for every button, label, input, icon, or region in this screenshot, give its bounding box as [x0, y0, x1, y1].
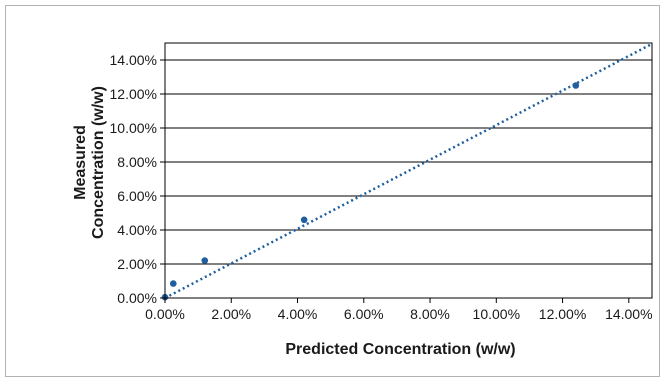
x-tick-label: 14.00%	[605, 306, 652, 322]
x-tick-label: 10.00%	[473, 306, 520, 322]
y-tick-label: 6.00%	[117, 188, 157, 204]
x-tick-label: 4.00%	[278, 306, 318, 322]
x-tick-label: 2.00%	[211, 306, 251, 322]
x-axis-title: Predicted Concentration (w/w)	[285, 341, 515, 358]
data-point-4	[572, 82, 580, 89]
scatter-chart: 0.00% 2.00% 4.00% 6.00% 8.00% 10.00% 12.00% 14.…	[72, 42, 653, 358]
data-point-3	[300, 216, 308, 224]
y-tick-label: 14.00%	[110, 52, 157, 68]
x-tick-label: 8.00%	[410, 306, 450, 322]
y-tick-label: 12.00%	[110, 86, 157, 102]
chart-frame: 0.00% 2.00% 4.00% 6.00% 8.00% 10.00% 12.00% 14.…	[5, 5, 660, 377]
trendline-group	[164, 42, 653, 300]
y-tick-label: 10.00%	[110, 120, 157, 136]
y-axis-title-line-1: Measured	[72, 125, 89, 200]
trendline	[164, 42, 653, 300]
y-tick-label: 0.00%	[117, 290, 157, 306]
y-tick-label: 8.00%	[117, 154, 157, 170]
x-tick-label: 0.00%	[145, 306, 185, 322]
gridlines	[165, 59, 652, 265]
x-tick-label: 12.00%	[539, 306, 586, 322]
y-axis-title-line-2: Concentration (w/w)	[90, 86, 107, 239]
data-point-2	[201, 257, 209, 264]
y-tick-label: 2.00%	[117, 256, 157, 272]
x-tick-label: 6.00%	[344, 306, 384, 322]
x-tick-labels: 0.00% 2.00% 4.00% 6.00% 8.00% 10.00% 12.00% 14.…	[145, 298, 653, 322]
plot-area-border	[164, 42, 653, 299]
data-points	[161, 82, 580, 301]
y-tick-labels: 0.00% 2.00% 4.00% 6.00% 8.00% 10.00% 12.00% 14.…	[110, 52, 165, 306]
y-tick-label: 4.00%	[117, 222, 157, 238]
data-point-1	[169, 280, 177, 287]
